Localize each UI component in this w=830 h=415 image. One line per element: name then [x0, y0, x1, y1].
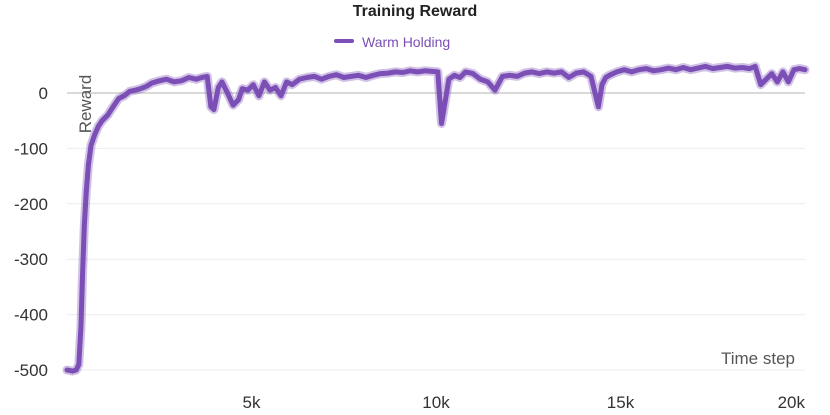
series-line-warm-holding[interactable] — [64, 63, 808, 374]
y-tick-label: -500 — [14, 361, 48, 380]
x-tick-label: 15k — [607, 393, 635, 412]
y-tick-label: -100 — [14, 139, 48, 158]
legend-label: Warm Holding — [362, 34, 450, 50]
legend[interactable]: Warm Holding — [334, 34, 450, 50]
y-axis-title: Reward — [76, 75, 95, 134]
series-layer — [62, 61, 810, 376]
y-axis-ticks: 0 -100 -200 -300 -400 -500 — [14, 84, 48, 380]
y-tick-label: 0 — [39, 84, 48, 103]
x-tick-label: 10k — [422, 393, 450, 412]
y-tick-label: -400 — [14, 306, 48, 325]
series-line-band — [62, 61, 810, 376]
x-axis-ticks: 5k 10k 15k 20k — [243, 393, 806, 412]
y-tick-label: -200 — [14, 195, 48, 214]
chart-title: Training Reward — [353, 3, 477, 20]
x-axis-title: Time step — [721, 349, 795, 368]
x-tick-label: 20k — [778, 393, 806, 412]
y-tick-label: -300 — [14, 250, 48, 269]
grid-lines — [67, 92, 805, 371]
x-tick-label: 5k — [243, 393, 261, 412]
